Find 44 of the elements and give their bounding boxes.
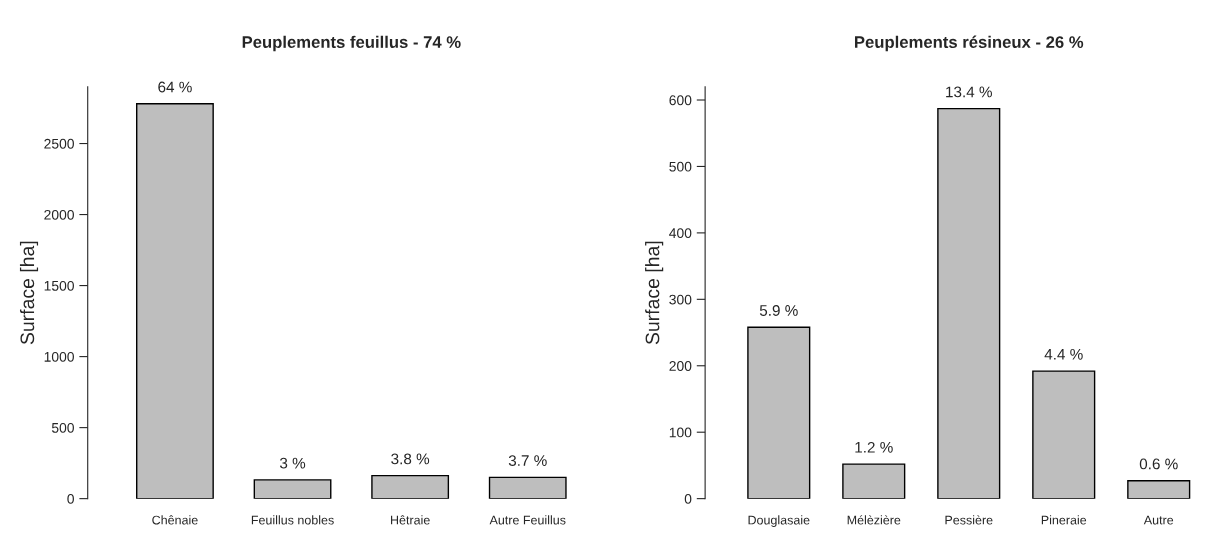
y-tick-label: 500 (51, 422, 74, 433)
text: 4.4 % (1044, 348, 1083, 360)
x-tick-label: Autre (1143, 515, 1174, 525)
x-tick-label: Autre Feuillus (489, 515, 566, 525)
text: 0.6 % (1139, 458, 1178, 470)
bar (747, 326, 811, 499)
y-axis-title: Surface [ha] (645, 241, 664, 345)
bar (937, 107, 1001, 499)
x-tick-label: Pineraie (1041, 515, 1087, 525)
bar (136, 103, 214, 499)
text: 3.7 % (508, 455, 547, 466)
x-tick-label: Douglasaie (748, 515, 810, 527)
y-tick-label: 100 (669, 427, 692, 438)
y-tick-label: 1500 (44, 280, 74, 291)
bar (842, 463, 906, 499)
x-tick-label: Feuillus nobles (251, 515, 334, 525)
chart-title: Peuplements résineux - 26 % (855, 35, 1084, 52)
text: 5.9 % (759, 305, 798, 316)
bar (253, 479, 332, 499)
x-tick-label: Chênaie (152, 515, 198, 525)
y-tick-label: 500 (669, 161, 692, 172)
y-tick-label: 400 (669, 228, 692, 239)
text: 64 % (158, 81, 192, 93)
x-tick-label: Pessière (945, 515, 993, 525)
y-tick-label: 300 (669, 294, 692, 305)
y-tick-label: 1000 (44, 351, 74, 362)
y-tick-label: 2500 (44, 138, 74, 149)
bar (371, 474, 450, 499)
y-tick-label: 200 (669, 361, 692, 371)
bar (1127, 480, 1191, 499)
y-tick-label: 0 (67, 493, 74, 504)
text: 3.8 % (391, 453, 430, 465)
y-tick-label: 2000 (44, 209, 74, 220)
y-tick-label: 600 (669, 95, 692, 106)
bar (488, 476, 567, 499)
y-axis-title: Surface [ha] (19, 241, 39, 345)
text: 1.2 % (855, 441, 893, 453)
text: 3 % (279, 457, 306, 469)
text: 13.4 % (946, 86, 992, 98)
bar (1032, 370, 1096, 499)
y-tick-label: 0 (684, 493, 692, 504)
chart-title: Peuplements feuillus - 74 % (242, 35, 461, 52)
x-tick-label: Hêtraie (391, 515, 430, 525)
x-tick-label: Mélèzière (847, 515, 901, 525)
